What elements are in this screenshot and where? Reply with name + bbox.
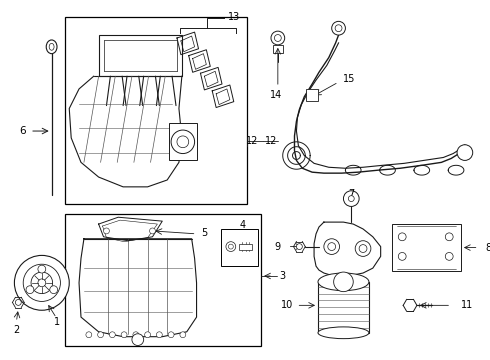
Circle shape	[271, 31, 285, 45]
Circle shape	[121, 332, 127, 338]
Text: 2: 2	[13, 325, 20, 335]
Circle shape	[86, 332, 92, 338]
Circle shape	[38, 279, 46, 287]
Text: 15: 15	[343, 74, 356, 84]
Text: 13: 13	[228, 13, 240, 22]
Circle shape	[228, 244, 233, 249]
Bar	[98, 35, 182, 76]
Text: 3: 3	[279, 271, 285, 281]
Circle shape	[133, 332, 139, 338]
Circle shape	[132, 334, 144, 346]
Text: 4: 4	[240, 220, 245, 230]
Ellipse shape	[318, 273, 369, 291]
Circle shape	[168, 332, 174, 338]
Bar	[239, 244, 252, 249]
Text: 1: 1	[54, 317, 61, 327]
Circle shape	[50, 286, 58, 294]
Text: 10: 10	[281, 300, 293, 310]
Circle shape	[14, 255, 69, 310]
Bar	[65, 214, 261, 346]
Circle shape	[149, 228, 155, 234]
Circle shape	[398, 233, 406, 241]
Circle shape	[398, 252, 406, 260]
Circle shape	[226, 242, 236, 252]
Bar	[65, 17, 246, 203]
Circle shape	[103, 228, 109, 234]
Circle shape	[145, 332, 150, 338]
Text: 12: 12	[265, 136, 277, 146]
Circle shape	[457, 145, 473, 161]
Text: 6: 6	[19, 126, 25, 136]
Text: 11: 11	[461, 300, 473, 310]
Bar	[221, 229, 258, 266]
Ellipse shape	[318, 327, 369, 339]
Circle shape	[177, 136, 189, 148]
Circle shape	[31, 272, 52, 294]
Text: 7: 7	[348, 189, 354, 199]
Circle shape	[445, 233, 453, 241]
Bar	[392, 224, 461, 271]
Circle shape	[156, 332, 162, 338]
Circle shape	[332, 21, 345, 35]
Circle shape	[26, 286, 34, 294]
Circle shape	[171, 130, 195, 154]
Circle shape	[180, 332, 186, 338]
Text: 8: 8	[486, 243, 490, 253]
Circle shape	[109, 332, 115, 338]
Text: 9: 9	[275, 242, 281, 252]
Circle shape	[23, 264, 60, 301]
Bar	[318, 282, 369, 333]
Circle shape	[38, 265, 46, 273]
Circle shape	[348, 196, 354, 202]
Circle shape	[335, 25, 342, 32]
Circle shape	[359, 245, 367, 252]
Circle shape	[274, 35, 281, 41]
Circle shape	[355, 241, 371, 256]
Bar	[306, 89, 318, 101]
Circle shape	[296, 244, 302, 249]
Bar	[273, 45, 283, 53]
Circle shape	[343, 191, 359, 206]
Circle shape	[15, 300, 21, 305]
Circle shape	[324, 239, 340, 255]
Text: 5: 5	[201, 228, 208, 238]
Text: 14: 14	[270, 90, 282, 100]
Ellipse shape	[46, 40, 57, 54]
Circle shape	[445, 252, 453, 260]
Bar	[169, 123, 196, 161]
Circle shape	[334, 272, 353, 292]
Circle shape	[98, 332, 103, 338]
Text: 12: 12	[246, 136, 258, 146]
Circle shape	[328, 243, 336, 251]
Ellipse shape	[49, 44, 54, 50]
